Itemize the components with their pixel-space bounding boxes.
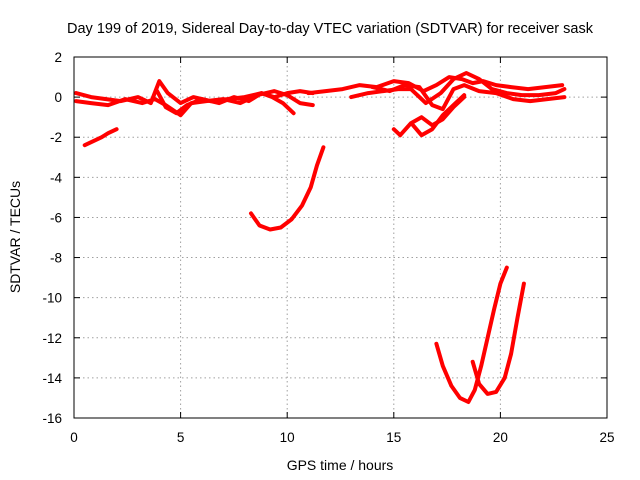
y-tick-label: -14	[42, 371, 62, 386]
x-axis-label: GPS time / hours	[287, 457, 394, 473]
y-tick-label: -12	[42, 331, 62, 346]
y-tick-label: -4	[50, 170, 62, 185]
grid	[74, 57, 607, 418]
series-line-3	[155, 89, 315, 116]
plot-frame	[73, 56, 608, 419]
series-line-10	[411, 93, 467, 138]
series-layer	[74, 71, 567, 404]
x-tick-label: 15	[386, 430, 401, 445]
series-line-4	[82, 127, 119, 148]
x-tick-label: 25	[599, 430, 614, 445]
y-axis-label: SDTVAR / TECUs	[7, 181, 23, 293]
series-line-8	[370, 83, 567, 112]
x-tick-label: 5	[177, 430, 185, 445]
series-line-5	[249, 145, 326, 232]
x-tick-label: 20	[493, 430, 508, 445]
y-tick-label: -6	[50, 210, 62, 225]
x-tick-label: 10	[280, 430, 295, 445]
y-tick-label: -2	[50, 130, 62, 145]
y-tick-label: 0	[54, 90, 62, 105]
series-line-12	[470, 281, 526, 396]
x-tick-label: 0	[70, 430, 78, 445]
y-tick-label: 2	[54, 50, 62, 65]
y-tick-label: -10	[42, 291, 62, 306]
y-tick-label: -8	[50, 251, 62, 266]
y-tick-label: -16	[42, 411, 62, 426]
chart-title: Day 199 of 2019, Sidereal Day-to-day VTE…	[67, 21, 594, 37]
series-line-6	[306, 75, 565, 96]
series-line-11	[434, 265, 509, 404]
